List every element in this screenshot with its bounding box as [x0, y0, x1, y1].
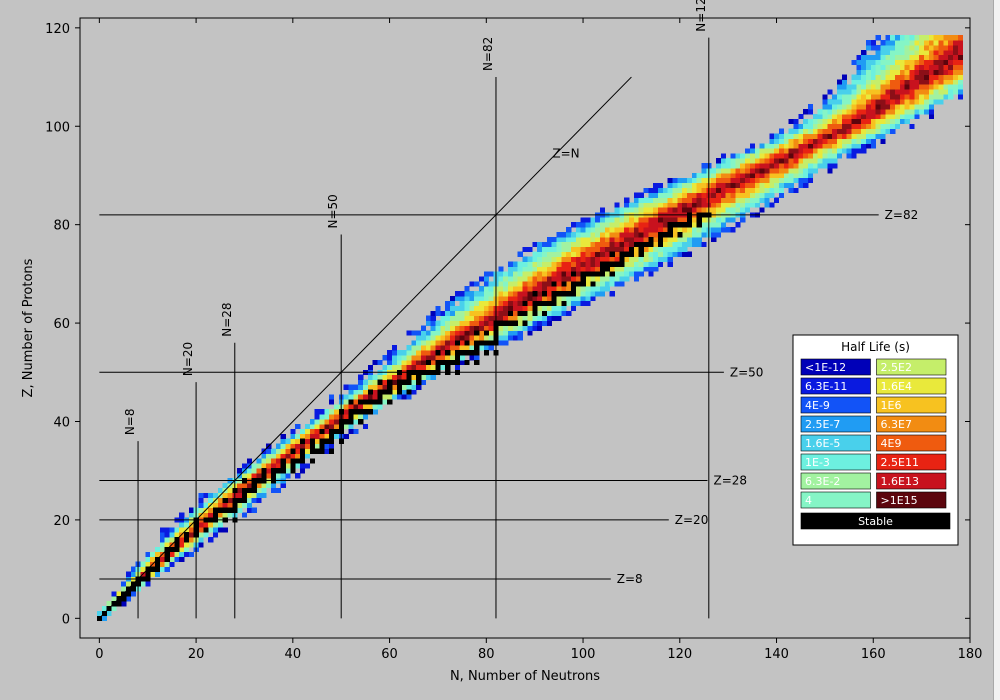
y-tick-label: 40 [53, 415, 70, 430]
magic-z-label: Z=8 [617, 572, 643, 586]
magic-n-label: N=126 [694, 0, 708, 32]
x-tick-label: 180 [958, 647, 983, 662]
legend-entry-label: <1E-12 [805, 361, 846, 374]
magic-n-label: N=28 [220, 302, 234, 336]
y-tick-label: 60 [53, 317, 70, 332]
legend-entry-label: 2.5E11 [881, 456, 919, 469]
vertical-scrollbar[interactable] [993, 0, 1000, 700]
magic-z-label: Z=28 [713, 474, 747, 488]
legend-entry-label: >1E15 [881, 494, 918, 507]
legend-entry-label: 4E-9 [805, 399, 830, 412]
y-tick-label: 80 [53, 219, 70, 234]
legend-entry-label: 4 [805, 494, 812, 507]
y-tick-label: 0 [62, 612, 70, 627]
nuclide-chart: Z=8 Z=20 Z=28 Z=50 Z=82 N=8 N=20 N=28 N=50 N=82 N=… [0, 0, 994, 700]
y-tick-label: 100 [45, 120, 70, 135]
legend-entry-label: 1E-3 [805, 456, 830, 469]
legend-entry-label: 6.3E-2 [805, 475, 840, 488]
legend-entry-label: 2.5E-7 [805, 418, 840, 431]
x-tick-label: 100 [571, 647, 596, 662]
magic-n-label: N=82 [481, 37, 495, 71]
x-tick-label: 120 [667, 647, 692, 662]
legend-stable-label: Stable [858, 515, 893, 528]
x-tick-label: 20 [188, 647, 205, 662]
legend-entry-label: 6.3E-11 [805, 380, 847, 393]
legend-entry-label: 1.6E-5 [805, 437, 840, 450]
legend-entry-label: 6.3E7 [881, 418, 912, 431]
x-tick-label: 0 [95, 647, 103, 662]
y-tick-label: 120 [45, 22, 70, 37]
magic-z-label: Z=82 [885, 208, 919, 222]
diagonal-label: Z=N [552, 147, 579, 161]
magic-z-label: Z=50 [730, 365, 764, 379]
legend-entry-label: 1.6E13 [881, 475, 919, 488]
legend-entry-label: 1.6E4 [881, 380, 912, 393]
magic-z-label: Z=20 [675, 513, 709, 527]
legend: Half Life (s) <1E-12 6.3E-11 4E-9 2.5E-7 1.6E… [793, 335, 958, 545]
magic-n-label: N=20 [181, 342, 195, 376]
chart-container: Z=8 Z=20 Z=28 Z=50 Z=82 N=8 N=20 N=28 N=50 N=82 N=… [0, 0, 994, 700]
y-axis-label: Z, Number of Protons [21, 258, 36, 397]
x-tick-label: 40 [285, 647, 302, 662]
x-tick-label: 160 [861, 647, 886, 662]
legend-entry-label: 2.5E2 [881, 361, 912, 374]
x-tick-label: 80 [478, 647, 495, 662]
x-tick-label: 60 [381, 647, 398, 662]
legend-title: Half Life (s) [841, 340, 910, 354]
magic-n-label: N=8 [123, 409, 137, 436]
y-tick-label: 20 [53, 514, 70, 529]
legend-entry-label: 4E9 [881, 437, 902, 450]
magic-n-label: N=50 [326, 194, 340, 228]
legend-entry-label: 1E6 [881, 399, 902, 412]
x-axis-label: N, Number of Neutrons [450, 669, 600, 684]
x-tick-label: 140 [764, 647, 789, 662]
